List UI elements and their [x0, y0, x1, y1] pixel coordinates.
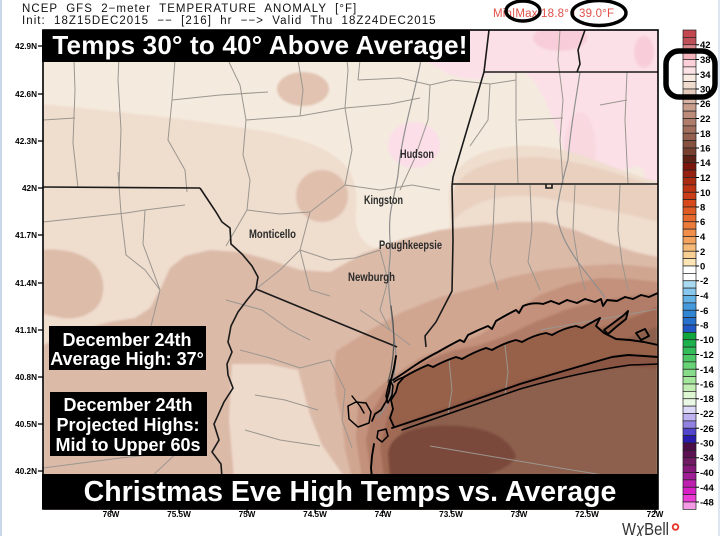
svg-text:42.3N: 42.3N	[15, 137, 37, 146]
svg-text:76W: 76W	[103, 510, 120, 519]
svg-text:72.5W: 72.5W	[575, 510, 599, 519]
svg-text:Temps 30° to 40° Above Average: Temps 30° to 40° Above Average!	[52, 30, 467, 60]
svg-text:-40: -40	[700, 468, 714, 479]
svg-text:-14: -14	[700, 365, 714, 376]
svg-text:18: 18	[700, 129, 711, 140]
svg-text:40.5N: 40.5N	[15, 420, 37, 429]
svg-text:16: 16	[700, 144, 711, 155]
svg-text:22: 22	[700, 114, 711, 125]
svg-text:-12: -12	[700, 350, 714, 361]
svg-text:NCEP GFS 2−meter TEMPERATURE A: NCEP GFS 2−meter TEMPERATURE ANOMALY [°F…	[22, 3, 357, 15]
svg-text:14: 14	[700, 158, 711, 169]
svg-text:41.4N: 41.4N	[15, 279, 37, 288]
svg-text:Poughkeepsie: Poughkeepsie	[379, 238, 442, 252]
svg-text:December 24th: December 24th	[62, 330, 191, 350]
svg-text:-30: -30	[700, 439, 714, 450]
svg-text:42: 42	[700, 40, 711, 51]
svg-text:Projected Highs:: Projected Highs:	[56, 415, 199, 435]
svg-text:4: 4	[700, 232, 706, 243]
svg-text:75W: 75W	[239, 510, 256, 519]
svg-text:-6: -6	[700, 306, 708, 317]
svg-text:Init: 18Z15DEC2015 −− [216] hr: Init: 18Z15DEC2015 −− [216] hr −−> Valid…	[22, 15, 437, 27]
svg-text:-22: -22	[700, 409, 714, 420]
svg-text:40.2N: 40.2N	[15, 467, 37, 476]
svg-text:Christmas Eve High Temps vs. A: Christmas Eve High Temps vs. Average	[84, 476, 617, 508]
svg-text:-48: -48	[700, 498, 714, 509]
svg-text:75.5W: 75.5W	[167, 510, 191, 519]
svg-text:-10: -10	[700, 335, 714, 346]
svg-text:Hudson: Hudson	[400, 147, 434, 161]
svg-text:December 24th: December 24th	[63, 395, 192, 415]
svg-text:38: 38	[700, 55, 711, 66]
svg-text:WχBell: WχBell	[622, 519, 669, 536]
svg-text:Mid to Upper 60s: Mid to Upper 60s	[55, 435, 200, 455]
svg-text:73W: 73W	[511, 510, 528, 519]
svg-text:8: 8	[700, 203, 705, 214]
svg-text:Average High: 37°: Average High: 37°	[50, 349, 204, 369]
svg-text:40.8N: 40.8N	[15, 373, 37, 382]
svg-text:Kingston: Kingston	[364, 193, 403, 207]
svg-text:Newburgh: Newburgh	[348, 270, 395, 284]
svg-text:26: 26	[700, 99, 711, 110]
svg-text:10: 10	[700, 188, 711, 199]
svg-text:6: 6	[700, 217, 705, 228]
svg-text:0: 0	[700, 262, 705, 273]
svg-text:Min|Max 18.8° | 39.0°F: Min|Max 18.8° | 39.0°F	[493, 8, 614, 20]
svg-text:73.5W: 73.5W	[439, 510, 463, 519]
svg-text:74W: 74W	[375, 510, 392, 519]
svg-text:72W: 72W	[647, 510, 664, 519]
svg-text:41.7N: 41.7N	[15, 231, 37, 240]
svg-text:-16: -16	[700, 380, 714, 391]
svg-text:-44: -44	[700, 483, 714, 494]
svg-text:2: 2	[700, 247, 705, 258]
svg-text:-18: -18	[700, 394, 714, 405]
svg-text:-4: -4	[700, 291, 709, 302]
svg-text:Monticello: Monticello	[249, 227, 296, 241]
svg-text:42.6N: 42.6N	[15, 90, 37, 99]
svg-text:12: 12	[700, 173, 711, 184]
svg-text:74.5W: 74.5W	[303, 510, 327, 519]
svg-text:42.9N: 42.9N	[15, 42, 37, 51]
svg-text:-2: -2	[700, 276, 708, 287]
svg-text:-26: -26	[700, 424, 714, 435]
svg-text:34: 34	[700, 70, 711, 81]
svg-text:-34: -34	[700, 453, 714, 464]
svg-text:30: 30	[700, 85, 711, 96]
svg-text:42N: 42N	[22, 184, 37, 193]
svg-text:-8: -8	[700, 321, 708, 332]
svg-text:41.1N: 41.1N	[15, 326, 37, 335]
